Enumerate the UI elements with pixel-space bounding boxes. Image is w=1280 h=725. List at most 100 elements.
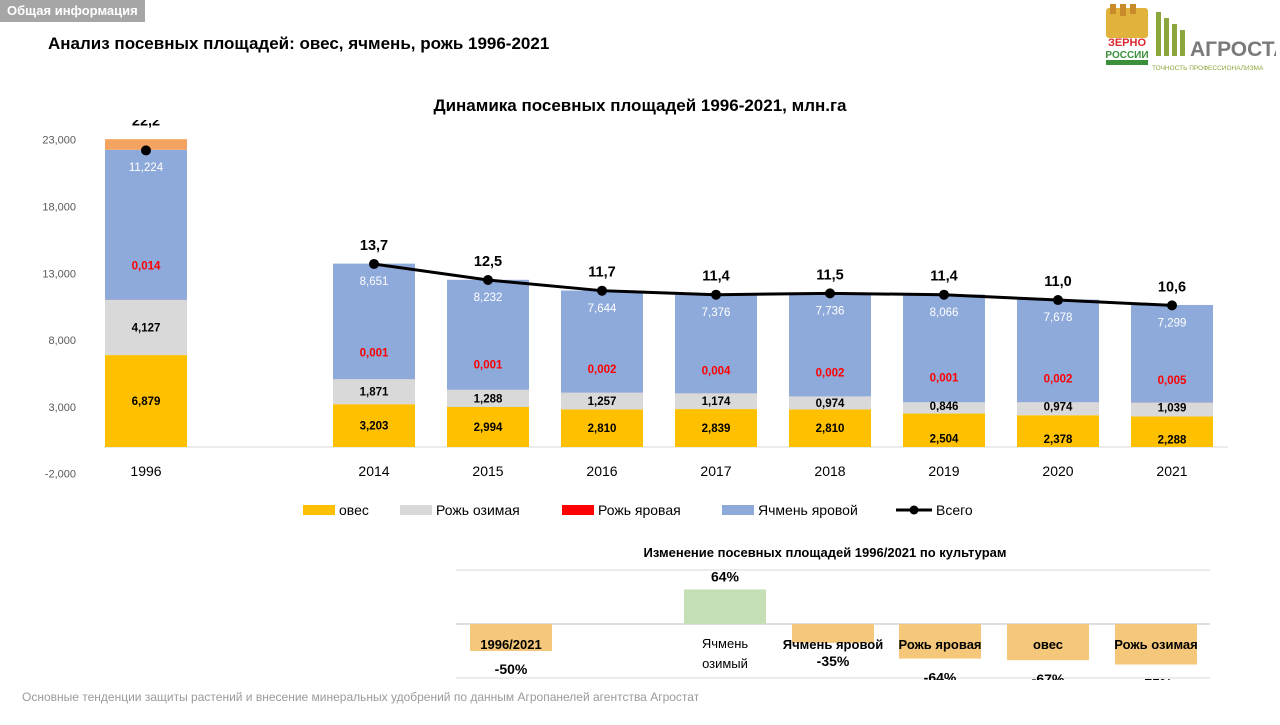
- y-tick-label: 18,000: [42, 202, 76, 214]
- total-label: 11,5: [816, 267, 843, 283]
- legend-label: Рожь озимая: [436, 502, 520, 518]
- legend-marker: [909, 505, 919, 515]
- spring-rye-label: 0,001: [474, 359, 503, 371]
- legend-item: Всего: [896, 502, 973, 518]
- bar-stack-2020: 2,378 0,974 0,002 7,678: [1017, 299, 1099, 447]
- spring-barley-segment: [333, 263, 415, 380]
- oats-label: 2,839: [702, 423, 731, 435]
- winter-rye-label: 0,974: [1044, 402, 1073, 414]
- y-tick-label: 3,000: [48, 402, 76, 414]
- winter-rye-label: 1,288: [474, 393, 503, 405]
- total-point: [141, 145, 151, 156]
- oats-label: 2,810: [816, 423, 845, 435]
- total-point: [1167, 300, 1177, 311]
- total-point: [597, 285, 607, 296]
- change-category-label: овес: [1033, 637, 1063, 652]
- winter-rye-label: 0,846: [930, 401, 959, 413]
- spring-barley-label: 8,066: [930, 307, 959, 319]
- spring-barley-label: 7,299: [1158, 317, 1187, 329]
- x-tick-label: 2015: [472, 463, 503, 479]
- winter-rye-label: 1,257: [588, 396, 617, 408]
- winter-rye-label: 1,871: [360, 387, 389, 399]
- oats-label: 2,994: [474, 422, 503, 434]
- oats-segment: [903, 413, 985, 447]
- total-label: 11,4: [702, 269, 729, 285]
- spring-barley-label: 7,736: [816, 305, 845, 317]
- change-value-label: -50%: [495, 661, 528, 677]
- winter-rye-segment: [1017, 402, 1099, 416]
- change-bar: [684, 589, 766, 624]
- oats-segment: [1017, 415, 1099, 447]
- total-point: [939, 289, 949, 300]
- change-category-label: 1996/2021: [480, 637, 541, 652]
- change-chart-title: Изменение посевных площадей 1996/2021 по…: [644, 545, 1007, 560]
- winter-rye-segment: [447, 389, 529, 408]
- x-tick-label: 2020: [1042, 463, 1073, 479]
- spring-barley-label: 8,232: [474, 292, 503, 304]
- agrostat-logo: АГРОСТАТ ТОЧНОСТЬ ПРОФЕССИОНАЛИЗМА: [1152, 12, 1276, 72]
- total-line-series: 22,2 13,7 12,5 11,7 11,4 11,5 11,4 11,0 10,6: [132, 120, 1186, 311]
- bar-stack-2019: 2,504 0,846 0,001 8,066: [903, 294, 985, 447]
- spring-barley-segment: [675, 294, 757, 394]
- oats-segment: [789, 409, 871, 447]
- change-value-label: -75%: [1140, 676, 1173, 681]
- legend-item: Рожь яровая: [562, 502, 681, 518]
- spring-barley-segment: [1131, 304, 1213, 403]
- x-tick-label: 2014: [358, 463, 389, 479]
- winter-rye-segment: [675, 393, 757, 410]
- spring-rye-label: 0,002: [816, 368, 845, 380]
- winter-rye-label: 0,974: [816, 398, 845, 410]
- legend-item: Рожь озимая: [400, 502, 520, 518]
- winter-rye-segment: [333, 379, 415, 405]
- total-label: 11,0: [1044, 274, 1071, 290]
- spring-barley-segment: [903, 294, 985, 403]
- legend-swatch: [303, 505, 335, 515]
- total-point: [825, 288, 835, 299]
- zerno-rossii-logo: ЗЕРНО РОССИИ: [1105, 4, 1149, 65]
- x-tick-label: 2021: [1156, 463, 1187, 479]
- bar-stacks: 6,879 4,127 0,014 11,224 3,203 1,871 0,001 8,65…: [105, 139, 1213, 447]
- change-chart: Изменение посевных площадей 1996/2021 по…: [456, 545, 1210, 681]
- total-point: [1053, 295, 1063, 306]
- oats-segment: [561, 409, 643, 447]
- bar-stack-2014: 3,203 1,871 0,001 8,651: [333, 263, 415, 447]
- spring-rye-label: 0,004: [702, 366, 731, 378]
- spring-barley-segment: [1017, 299, 1099, 403]
- x-tick-label: 2016: [586, 463, 617, 479]
- winter-rye-segment: [789, 396, 871, 410]
- change-bar: [1007, 624, 1089, 661]
- total-point: [369, 258, 379, 269]
- logo-zerno-text: ЗЕРНО: [1108, 37, 1147, 49]
- winter-rye-label: 1,039: [1158, 402, 1187, 414]
- oats-segment: [1131, 416, 1213, 447]
- change-category-label: Рожь озимая: [1114, 637, 1197, 652]
- winter-rye-segment: [1131, 402, 1213, 417]
- other-segment: [105, 139, 187, 150]
- footer-note: Основные тенденции защиты растений и вне…: [22, 690, 700, 704]
- legend-item: Ячмень яровой: [722, 502, 858, 518]
- total-label: 10,6: [1158, 279, 1186, 295]
- winter-rye-segment: [105, 299, 187, 356]
- change-category-label: Рожь яровая: [898, 637, 981, 652]
- change-bar: [899, 624, 981, 659]
- slide-title: Анализ посевных площадей: овес, ячмень, …: [48, 34, 550, 53]
- change-value-label: -64%: [924, 670, 957, 680]
- oats-label: 2,288: [1158, 435, 1187, 447]
- y-tick-label: 13,000: [42, 268, 76, 280]
- total-label: 13,7: [360, 238, 388, 254]
- oats-segment: [675, 409, 757, 447]
- legend-label: Ячмень яровой: [758, 502, 858, 518]
- legend-swatch: [400, 505, 432, 515]
- spring-barley-label: 11,224: [129, 162, 164, 174]
- oats-label: 2,810: [588, 423, 617, 435]
- x-tick-label: 2017: [700, 463, 731, 479]
- spring-rye-label: 0,002: [1044, 374, 1073, 386]
- change-bar: [470, 624, 552, 651]
- bar-stack-2018: 2,810 0,974 0,002 7,736: [789, 293, 871, 447]
- change-bar: [1115, 624, 1197, 665]
- total-label: 12,5: [474, 254, 502, 270]
- section-tag: Общая информация: [0, 0, 145, 22]
- spring-barley-label: 8,651: [360, 276, 389, 288]
- spring-barley-segment: [447, 279, 529, 390]
- legend: овес Рожь озимая Рожь яровая Ячмень яровой В…: [303, 502, 973, 518]
